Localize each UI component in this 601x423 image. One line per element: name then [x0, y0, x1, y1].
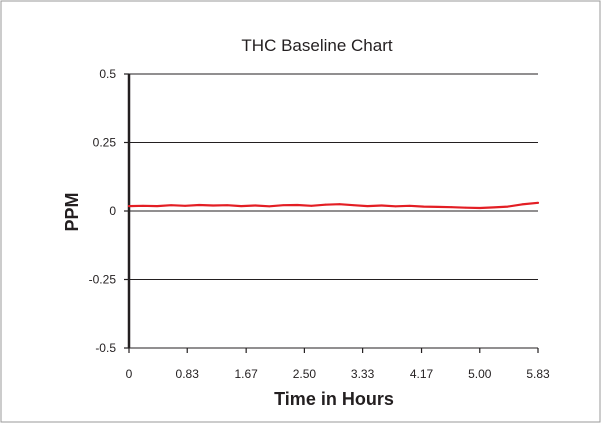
data-point	[506, 205, 509, 208]
data-point	[268, 205, 271, 208]
data-point	[240, 205, 243, 207]
data-point	[296, 204, 299, 206]
data-point	[156, 205, 158, 207]
data-point	[170, 204, 172, 207]
y-tick-label: -0.5	[95, 341, 116, 355]
y-tick-label: 0.25	[93, 136, 117, 150]
data-point	[142, 204, 144, 207]
data-point	[408, 204, 411, 207]
data-point	[422, 205, 425, 208]
data-point	[310, 204, 313, 207]
data-point	[352, 204, 355, 207]
y-tick-label: -0.25	[89, 273, 117, 287]
x-tick-label: 4.17	[410, 367, 434, 381]
data-point	[478, 207, 481, 209]
data-point	[380, 204, 383, 207]
data-point	[254, 204, 257, 207]
x-axis-label: Time in Hours	[274, 389, 394, 409]
data-point	[338, 203, 341, 206]
series-layer	[127, 201, 540, 210]
data-point	[537, 201, 539, 204]
data-point	[282, 204, 285, 207]
data-point	[450, 206, 453, 209]
data-point	[212, 204, 215, 207]
data-point	[520, 203, 523, 206]
data-point	[184, 204, 187, 207]
axes	[124, 73, 539, 353]
data-point	[324, 203, 327, 206]
series-line	[127, 201, 540, 210]
y-axis-label: PPM	[62, 192, 82, 231]
data-point	[436, 205, 439, 208]
data-point	[128, 205, 130, 207]
x-tick-label: 3.33	[351, 367, 375, 381]
y-tick-label: 0	[109, 204, 116, 218]
x-tick-label: 5.83	[526, 367, 550, 381]
data-point	[464, 206, 467, 209]
x-tick-label: 0.83	[176, 367, 200, 381]
chart-title: THC Baseline Chart	[241, 36, 392, 55]
y-tick-label: 0.5	[99, 67, 116, 81]
data-point	[226, 204, 229, 207]
x-tick-label: 1.67	[234, 367, 258, 381]
gridlines	[129, 73, 538, 349]
data-point	[492, 206, 495, 209]
tick-labels: 0.5 0.25 0 -0.25 -0.5 0 0.83 1.67 2.50 3.33 4.17 5.…	[89, 67, 550, 381]
data-point	[394, 205, 397, 208]
x-tick-label: 5.00	[468, 367, 492, 381]
data-point	[198, 204, 201, 206]
x-tick-label: 2.50	[293, 367, 317, 381]
x-tick-label: 0	[126, 367, 133, 381]
data-point	[366, 205, 369, 207]
